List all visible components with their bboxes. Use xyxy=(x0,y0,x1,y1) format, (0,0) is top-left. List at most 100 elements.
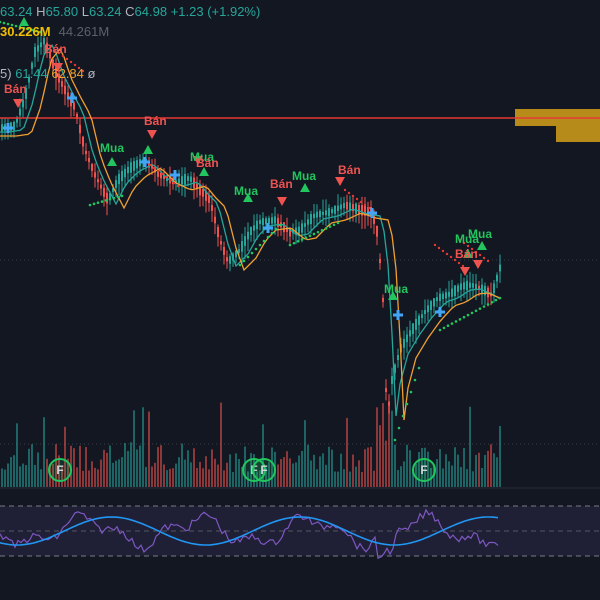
sar-dot xyxy=(172,181,176,185)
volume-bar xyxy=(64,426,66,487)
sar-dot xyxy=(77,66,81,70)
buy-signal-label: Mua xyxy=(234,184,258,198)
volume-bar xyxy=(463,447,465,487)
candle xyxy=(196,183,198,190)
candle xyxy=(433,298,435,307)
sar-dot xyxy=(38,30,42,34)
candle xyxy=(22,99,24,108)
volume-bar xyxy=(88,470,90,487)
volume-bar xyxy=(436,459,438,487)
candle xyxy=(499,264,501,272)
plus-cross-icon xyxy=(140,157,150,167)
sell-signal-label: Bán xyxy=(144,114,167,128)
candle xyxy=(109,193,111,199)
candle xyxy=(106,192,108,204)
triangle-up-icon xyxy=(388,291,398,300)
triangle-up-icon xyxy=(300,183,310,192)
volume-bar xyxy=(4,469,6,487)
circle-f-icon[interactable]: F xyxy=(48,458,72,482)
sar-dot xyxy=(466,313,470,317)
sar-dot xyxy=(270,231,274,235)
sar-dot xyxy=(454,320,458,323)
volume-bar xyxy=(478,452,480,487)
circle-f-icon[interactable]: F xyxy=(412,458,436,482)
volume-bar xyxy=(103,449,105,487)
sar-dot xyxy=(266,235,270,239)
sar-dot xyxy=(164,175,168,179)
candle xyxy=(430,301,432,310)
plus-cross-icon xyxy=(170,170,180,180)
rsi-line xyxy=(0,508,499,560)
volume-bar xyxy=(43,417,45,487)
candle xyxy=(304,223,306,227)
volume-bar xyxy=(10,457,12,487)
volume-bar xyxy=(199,461,201,487)
volume-bar xyxy=(460,466,462,487)
sar-dot xyxy=(120,194,124,198)
candle xyxy=(175,180,177,184)
candle xyxy=(439,293,441,302)
volume-bar xyxy=(313,454,315,487)
candle xyxy=(331,209,333,214)
sar-dot xyxy=(446,324,450,328)
candle xyxy=(157,169,159,177)
volume-bar xyxy=(220,402,222,487)
candle xyxy=(316,211,318,218)
sar-dot xyxy=(401,414,405,418)
candle xyxy=(403,338,405,348)
volume-bar xyxy=(145,466,147,487)
candle xyxy=(133,161,135,171)
low-value: 63.24 xyxy=(88,4,122,19)
candle xyxy=(466,280,468,291)
sar-dot xyxy=(328,225,332,228)
volume-bar xyxy=(151,466,153,487)
triangle-up-icon xyxy=(463,249,473,258)
volume-bar xyxy=(181,443,183,487)
volume-bar xyxy=(40,469,42,487)
high-value: 65.80 xyxy=(45,4,79,19)
sar-dot xyxy=(2,21,6,25)
volume-bar xyxy=(1,468,3,487)
candle xyxy=(349,202,351,211)
sar-dot xyxy=(274,227,278,231)
volume-bar xyxy=(37,452,39,487)
sar-dot xyxy=(442,326,446,330)
sar-dot xyxy=(116,195,120,199)
sar-dot xyxy=(156,169,160,173)
triangle-down-icon xyxy=(193,156,203,165)
sar-dot xyxy=(482,305,486,308)
candle xyxy=(373,215,375,224)
volume-bar xyxy=(223,470,225,487)
candle xyxy=(406,334,408,343)
volume-bar xyxy=(235,453,237,487)
candle xyxy=(79,124,81,134)
candle xyxy=(295,227,297,235)
sar-dot xyxy=(393,438,397,442)
buy-signal-label: Mua xyxy=(468,227,492,241)
volume-bar xyxy=(448,461,450,487)
volume-bar xyxy=(445,454,447,487)
ma-status-icon[interactable]: ø xyxy=(87,66,96,81)
volume-bar xyxy=(136,449,138,487)
candle xyxy=(415,319,417,330)
candle xyxy=(226,257,228,262)
sar-dot xyxy=(304,236,308,239)
volume-bar xyxy=(337,471,339,487)
volume-bar xyxy=(25,465,27,487)
candle xyxy=(97,179,99,183)
sar-dot xyxy=(457,261,461,265)
sar-dot xyxy=(152,166,156,170)
volume-bar xyxy=(397,470,399,487)
circle-f-icon[interactable]: F xyxy=(252,458,276,482)
ohlc-legend: 63.24 H65.80 L63.24 C64.98 +1.23 (+1.92%… xyxy=(0,4,260,20)
candle xyxy=(298,226,300,234)
sar-dot xyxy=(324,227,328,230)
candle xyxy=(337,205,339,211)
candle xyxy=(463,282,465,290)
sar-dot xyxy=(490,300,494,304)
sar-dot xyxy=(320,228,324,232)
sar-dot xyxy=(433,243,437,247)
volume-bar xyxy=(157,447,159,487)
ma-fast-line xyxy=(0,44,501,417)
